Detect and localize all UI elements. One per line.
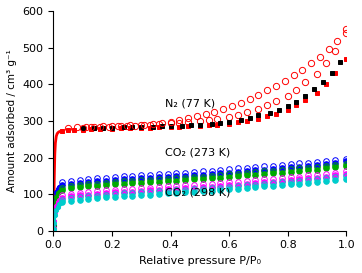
Text: N₂ (77 K): N₂ (77 K) <box>165 98 215 108</box>
X-axis label: Relative pressure P/P₀: Relative pressure P/P₀ <box>139 256 261 266</box>
Text: CO₂ (298 K): CO₂ (298 K) <box>165 187 230 197</box>
Text: CO₂ (273 K): CO₂ (273 K) <box>165 147 230 157</box>
Y-axis label: Amount adsorbed / cm³ g⁻¹: Amount adsorbed / cm³ g⁻¹ <box>7 49 17 192</box>
